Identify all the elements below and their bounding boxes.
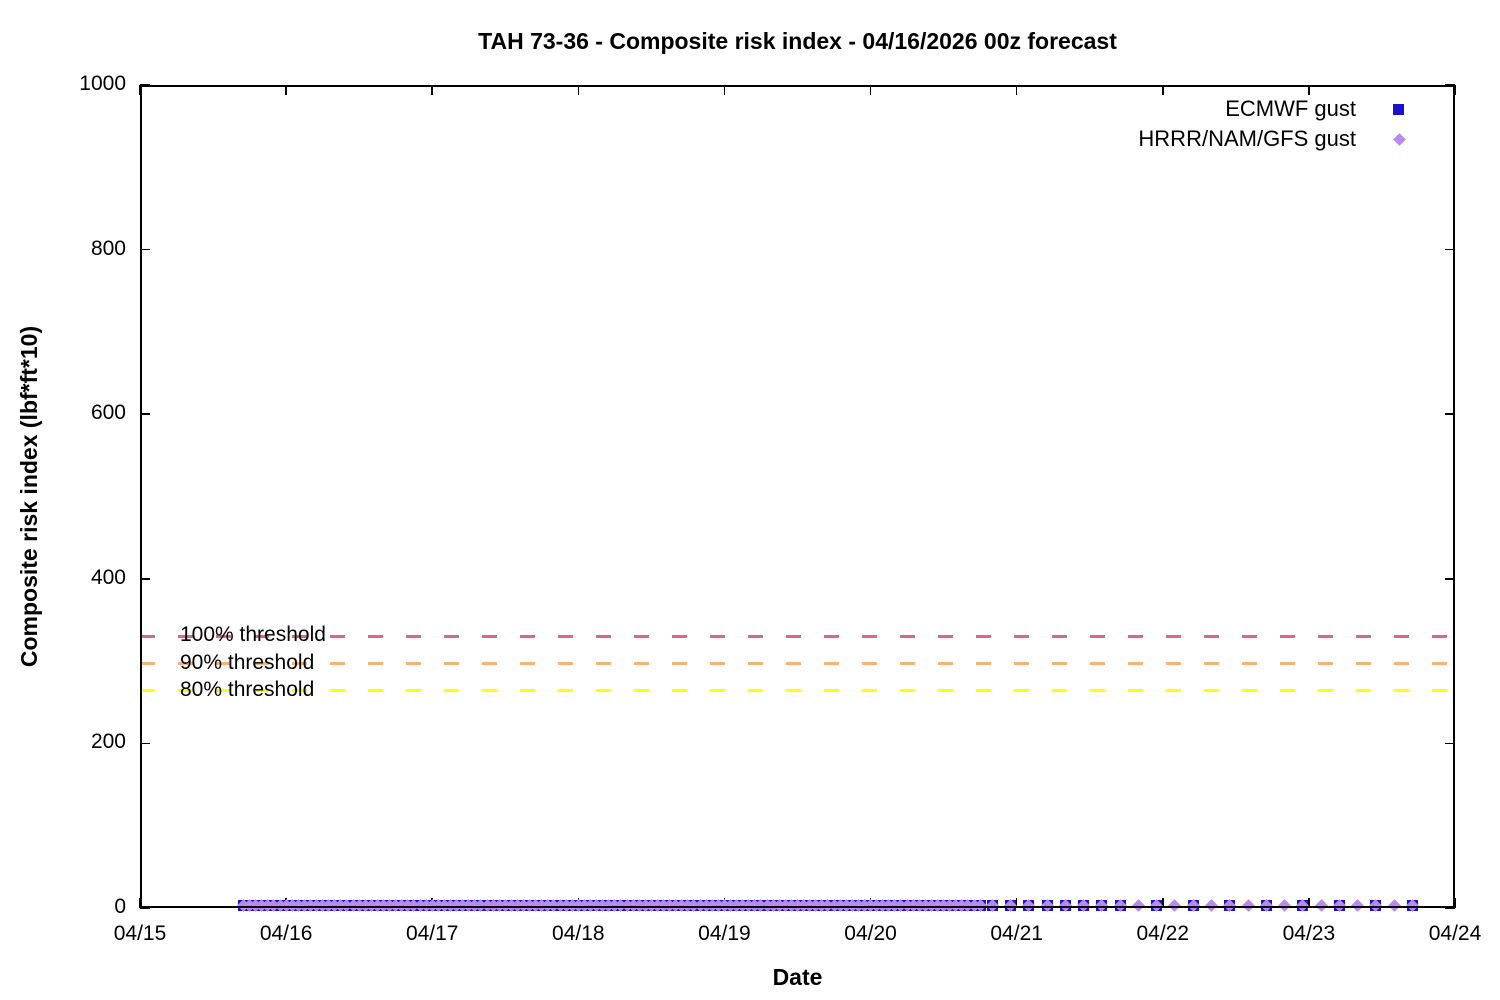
x-tick-label: 04/24 xyxy=(1428,922,1482,945)
x-tick-mark-top xyxy=(1454,85,1456,95)
x-tick-label: 04/17 xyxy=(405,922,459,945)
chart-title: TAH 73-36 - Composite risk index - 04/16… xyxy=(478,28,1117,54)
x-tick-label: 04/20 xyxy=(844,922,897,945)
y-tick-mark xyxy=(140,578,150,580)
x-tick-mark-top xyxy=(285,85,287,95)
x-tick-mark xyxy=(1015,898,1018,908)
y-tick-label: 200 xyxy=(90,730,126,754)
legend-row-hrrr: HRRR/NAM/GFS gust xyxy=(1138,124,1412,154)
x-tick-mark-top xyxy=(1162,85,1164,95)
y-tick-label: 1000 xyxy=(79,72,126,95)
y-tick-mark xyxy=(140,413,150,415)
x-tick-mark-top xyxy=(1015,85,1018,95)
x-axis-label: Date xyxy=(772,964,823,990)
x-tick-mark-top xyxy=(577,85,580,95)
y-tick-label: 400 xyxy=(90,565,126,589)
legend-row-ecmwf: ECMWF gust xyxy=(1138,94,1412,124)
x-tick-label: 04/18 xyxy=(552,922,605,945)
x-tick-mark-top xyxy=(723,85,726,95)
legend-marker-slot xyxy=(1356,103,1412,115)
x-tick-label: 04/15 xyxy=(113,922,167,945)
y-tick-mark-right xyxy=(1445,742,1455,745)
hrrr-diamond-icon xyxy=(1393,132,1406,146)
x-tick-mark xyxy=(1454,898,1456,908)
y-tick-label: 0 xyxy=(114,895,126,918)
threshold-label-80: 80% threshold xyxy=(180,677,315,701)
threshold-line-100threshold xyxy=(140,634,1455,638)
threshold-label-90: 90% threshold xyxy=(180,650,315,674)
y-axis-label-wrap: Composite risk index (lbf*ft*10) xyxy=(8,85,52,908)
threshold-line-90threshold xyxy=(140,662,1455,666)
y-tick-mark xyxy=(140,742,150,745)
y-tick-mark-right xyxy=(1445,907,1455,909)
x-tick-label: 04/19 xyxy=(698,922,751,945)
y-tick-mark-right xyxy=(1445,578,1455,580)
x-tick-mark xyxy=(1162,898,1164,908)
y-axis-label: Composite risk index (lbf*ft*10) xyxy=(16,325,43,668)
x-tick-label: 04/22 xyxy=(1136,922,1190,945)
legend-label-ecmwf: ECMWF gust xyxy=(1225,96,1356,121)
legend-label-hrrr: HRRR/NAM/GFS gust xyxy=(1138,126,1356,151)
y-tick-mark xyxy=(140,248,150,251)
x-tick-mark-top xyxy=(431,85,433,95)
legend: ECMWF gust HRRR/NAM/GFS gust xyxy=(1138,94,1412,154)
y-tick-label: 600 xyxy=(90,401,126,425)
x-tick-label: 04/16 xyxy=(259,922,313,945)
y-tick-mark-right xyxy=(1445,248,1455,251)
y-tick-mark-right xyxy=(1445,413,1455,415)
threshold-line-80threshold xyxy=(140,689,1455,693)
x-tick-label: 04/21 xyxy=(990,922,1043,945)
ecmwf-square-icon xyxy=(1393,103,1404,115)
y-tick-mark xyxy=(140,907,150,909)
x-tick-mark-top xyxy=(869,85,872,95)
x-tick-mark-top xyxy=(1308,85,1310,95)
legend-marker-slot xyxy=(1356,132,1412,146)
x-tick-label: 04/23 xyxy=(1282,922,1336,945)
y-tick-label: 800 xyxy=(90,236,126,260)
threshold-label-100: 100% threshold xyxy=(180,623,326,647)
x-tick-mark xyxy=(1308,898,1310,908)
